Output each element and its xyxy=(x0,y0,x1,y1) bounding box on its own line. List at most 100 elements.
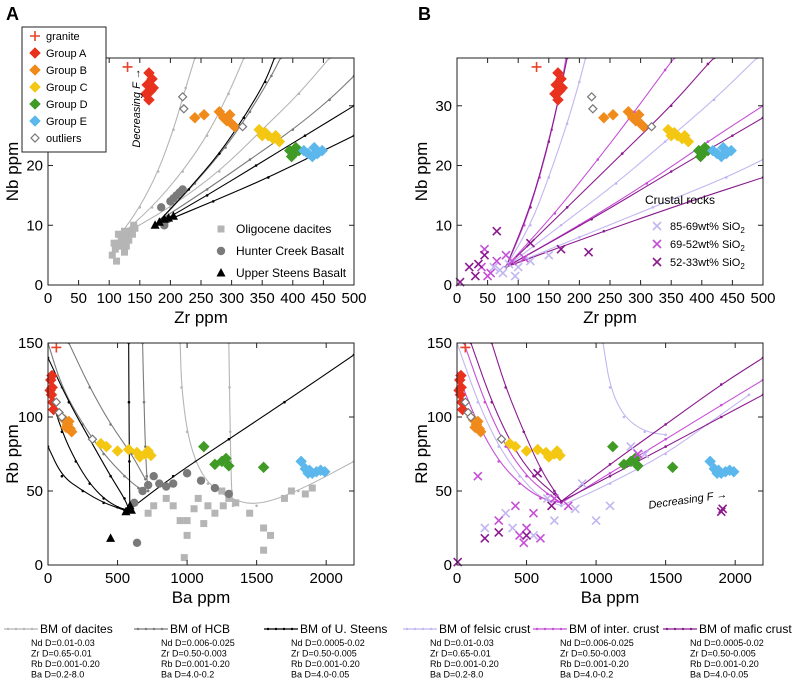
legend-subscript: 2 xyxy=(740,262,745,271)
bm-legend-line-2: Rb D=0.001-0.20 xyxy=(161,659,230,669)
x-tick-label: 0 xyxy=(453,290,461,307)
legend-marker-hcb xyxy=(216,246,226,256)
curve-node xyxy=(156,170,160,173)
point-oligocene-dacites xyxy=(232,499,240,507)
curve-node xyxy=(242,116,246,120)
point-upper-steens-basalt xyxy=(106,533,116,542)
point-69-52wt-sio2 xyxy=(633,449,643,459)
point-52-33wt-sio2 xyxy=(584,247,594,257)
curve-bm-of-dacites xyxy=(179,343,354,504)
curve-node xyxy=(608,471,612,475)
bm-legend-node xyxy=(551,627,555,631)
curve-node xyxy=(255,504,258,508)
x-tick-label: 2000 xyxy=(309,570,342,587)
curve-node xyxy=(497,445,501,448)
bm-legend-line-1: Zr D=0.65-0.01 xyxy=(430,649,491,659)
point-69-52wt-sio2 xyxy=(528,508,539,518)
bm-legend-line-1: Zr D=0.50-0.003 xyxy=(560,649,626,659)
curve-node xyxy=(724,176,728,179)
bm-legend-line-0: Nd D=0.006-0.025 xyxy=(161,638,235,648)
curve-bm-of-mafic-crust xyxy=(505,58,715,268)
point-outliers xyxy=(460,397,471,408)
point-oligocene-dacites xyxy=(169,502,177,510)
curve-node xyxy=(127,400,131,404)
curve-bm-of-u-steens xyxy=(128,354,354,511)
point-oligocene-dacites xyxy=(180,554,188,562)
point-outliers xyxy=(179,103,189,114)
legend-label-groupA: Group A xyxy=(46,48,87,60)
point-oligocene-dacites xyxy=(121,227,128,235)
point-group-a xyxy=(44,384,56,397)
point-oligocene-dacites xyxy=(219,502,227,510)
curve-bm-of-felsic-crust xyxy=(505,58,587,268)
point-69-52wt-sio2 xyxy=(521,523,532,533)
curve-node xyxy=(547,176,551,179)
point-85-69wt-sio2 xyxy=(570,504,580,514)
y-tick-label: 30 xyxy=(435,98,452,115)
legend-label-groupB: Group B xyxy=(46,65,87,77)
point-upper-steens-basalt xyxy=(168,211,178,220)
curve-node xyxy=(187,188,191,191)
x-tick-label: 400 xyxy=(280,290,305,307)
legend-label-groupE: Group E xyxy=(46,116,87,128)
curve-bm-of-hcb xyxy=(160,75,354,220)
curve-node xyxy=(206,482,210,485)
point-oligocene-dacites xyxy=(260,524,268,532)
point-oligocene-dacites xyxy=(301,490,309,498)
curve-node xyxy=(719,403,723,407)
curve-node xyxy=(559,223,563,227)
x-tick-label: 100 xyxy=(506,290,531,307)
point-85-69wt-sio2 xyxy=(640,449,650,459)
curve-node xyxy=(560,500,563,503)
point-52-33wt-sio2 xyxy=(533,468,543,478)
curve-bm-of-dacites xyxy=(118,58,330,238)
x-axis-label: Ba ppm xyxy=(581,588,640,607)
legend-label-felsic: 85-69wt% SiO2 xyxy=(670,221,745,235)
point-outliers xyxy=(588,103,598,114)
point-oligocene-dacites xyxy=(113,257,121,265)
point-hunter-creek-basalt xyxy=(196,476,206,485)
crust-legend: Crustal rocks 85-69wt% SiO2 69-52wt% SiO2 5… xyxy=(645,193,745,271)
point-85-69wt-sio2 xyxy=(626,442,636,452)
bm-legend-line-3: Ba D=0.2-8.0 xyxy=(31,670,84,680)
point-oligocene-dacites xyxy=(116,242,124,250)
point-85-69wt-sio2 xyxy=(591,516,601,526)
point-52-33wt-sio2 xyxy=(480,533,490,543)
bm-legend-line-2: Rb D=0.001-0.20 xyxy=(291,659,360,669)
bm-legend-node xyxy=(405,627,409,631)
curve-node xyxy=(102,452,105,456)
curve-node xyxy=(651,206,655,209)
curves xyxy=(457,343,763,508)
annotation-decreasing-f: Decreasing F → xyxy=(131,68,143,147)
curve-node xyxy=(669,170,673,173)
point-52-33wt-sio2 xyxy=(479,250,490,260)
point-hunter-creek-basalt xyxy=(138,486,147,496)
bm-legend-node xyxy=(421,627,425,631)
curve-node xyxy=(205,188,209,191)
point-oligocene-dacites xyxy=(176,517,184,525)
curve-node xyxy=(224,146,227,149)
x-axis-label: Zr ppm xyxy=(174,308,228,327)
x-tick-label: 100 xyxy=(97,290,122,307)
legend-label-granite: granite xyxy=(46,31,80,43)
curve-node xyxy=(81,489,85,493)
bm-legend-node xyxy=(22,627,26,631)
point-52-33wt-sio2 xyxy=(470,271,480,281)
point-group-c xyxy=(133,451,146,463)
point-85-69wt-sio2 xyxy=(489,262,499,272)
x-axis-label: Ba ppm xyxy=(172,588,231,607)
point-oligocene-dacites xyxy=(114,230,122,238)
point-group-e xyxy=(302,467,314,480)
point-group-d xyxy=(666,461,679,474)
point-85-69wt-sio2 xyxy=(501,508,511,518)
point-69-52wt-sio2 xyxy=(483,271,493,281)
point-69-52wt-sio2 xyxy=(507,256,517,266)
y-tick-label: 0 xyxy=(35,557,43,574)
curve-bm-of-felsic-crust xyxy=(457,343,562,507)
curve-node xyxy=(560,504,563,508)
curve-node xyxy=(184,86,187,90)
bm-legend-node xyxy=(136,627,140,631)
curve-node xyxy=(205,194,209,197)
curve-node xyxy=(522,430,526,434)
